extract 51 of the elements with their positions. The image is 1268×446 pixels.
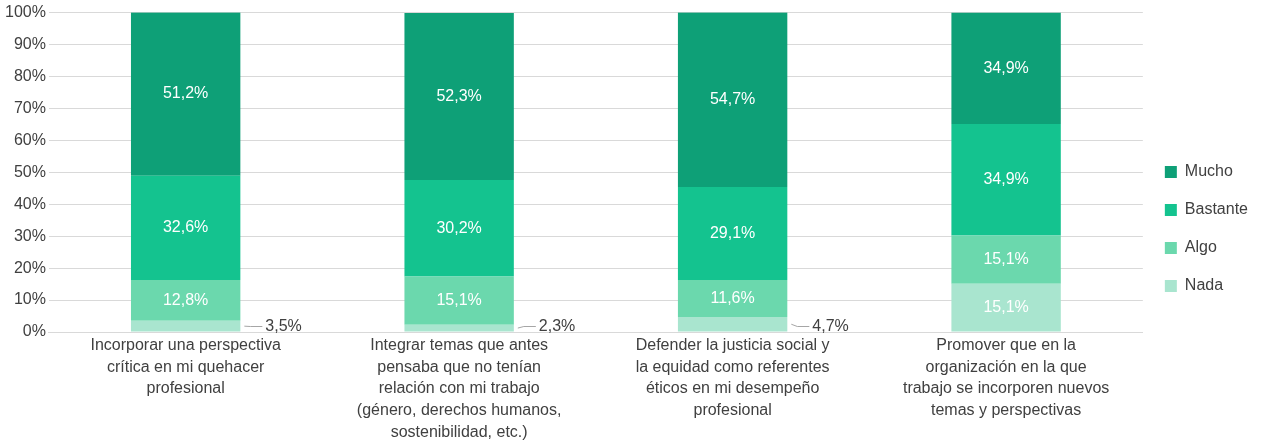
bar bbox=[677, 316, 788, 332]
bar bbox=[130, 175, 241, 280]
y-tick-label: 60% bbox=[13, 130, 46, 148]
y-tick-label: 40% bbox=[13, 194, 46, 212]
y-tick-label: 100% bbox=[5, 3, 46, 21]
data-label: 12,8% bbox=[162, 290, 209, 308]
bar bbox=[951, 12, 1061, 125]
x-tick-label: Integrar temas que antes pensaba que no tenían relación con mi trabajo (género, derechos humanos, sostenibilidad, etc.) bbox=[356, 336, 562, 440]
bar bbox=[130, 279, 241, 321]
bar bbox=[404, 276, 514, 325]
data-label: 52,3% bbox=[436, 86, 482, 104]
bar bbox=[130, 320, 241, 332]
data-label: 32,6% bbox=[162, 218, 209, 236]
data-label: 15,1% bbox=[436, 290, 482, 308]
bar bbox=[130, 12, 241, 176]
data-label: 54,7% bbox=[709, 90, 756, 108]
data-label: 3,5% bbox=[265, 316, 302, 334]
data-label: 34,9% bbox=[983, 170, 1029, 188]
y-tick-label: 30% bbox=[13, 226, 46, 244]
data-label: 15,1% bbox=[983, 250, 1029, 268]
data-label: 29,1% bbox=[709, 223, 756, 241]
bar bbox=[677, 12, 788, 187]
y-tick-label: 70% bbox=[13, 98, 46, 116]
y-tick-label: 80% bbox=[13, 66, 46, 84]
x-tick-label: Incorporar una perspectiva crítica en mi quehacer profesional bbox=[90, 336, 281, 397]
bar bbox=[677, 186, 788, 280]
legend-label: Bastante bbox=[1184, 200, 1249, 218]
y-tick-label: 50% bbox=[13, 162, 46, 180]
legend-label: Nada bbox=[1184, 276, 1224, 294]
data-label: 15,1% bbox=[983, 298, 1029, 316]
y-tick-label: 0% bbox=[22, 322, 46, 340]
data-label: 34,9% bbox=[983, 58, 1029, 76]
bar bbox=[404, 12, 514, 180]
x-tick-label: Defender la justicia social y la equidad como referentes éticos en mi desempeño profesional bbox=[635, 336, 830, 419]
data-label: 30,2% bbox=[436, 218, 482, 236]
data-label: 2,3% bbox=[538, 316, 576, 334]
bar bbox=[404, 324, 514, 332]
x-tick-label: Promover que en la organización en la que trabajo se incorporen nuevos temas y perspectivas bbox=[902, 336, 1110, 419]
bar bbox=[951, 283, 1061, 332]
data-label: 51,2% bbox=[162, 84, 209, 102]
bar bbox=[404, 179, 514, 277]
bar bbox=[951, 235, 1061, 284]
data-label: 11,6% bbox=[710, 288, 755, 306]
y-tick-label: 20% bbox=[13, 258, 46, 276]
y-tick-label: 10% bbox=[13, 290, 46, 308]
y-tick-label: 90% bbox=[13, 34, 46, 52]
legend-label: Algo bbox=[1184, 238, 1217, 256]
bar bbox=[951, 124, 1061, 236]
legend-label: Mucho bbox=[1184, 162, 1233, 180]
bar bbox=[677, 279, 788, 317]
data-label: 4,7% bbox=[812, 316, 849, 334]
